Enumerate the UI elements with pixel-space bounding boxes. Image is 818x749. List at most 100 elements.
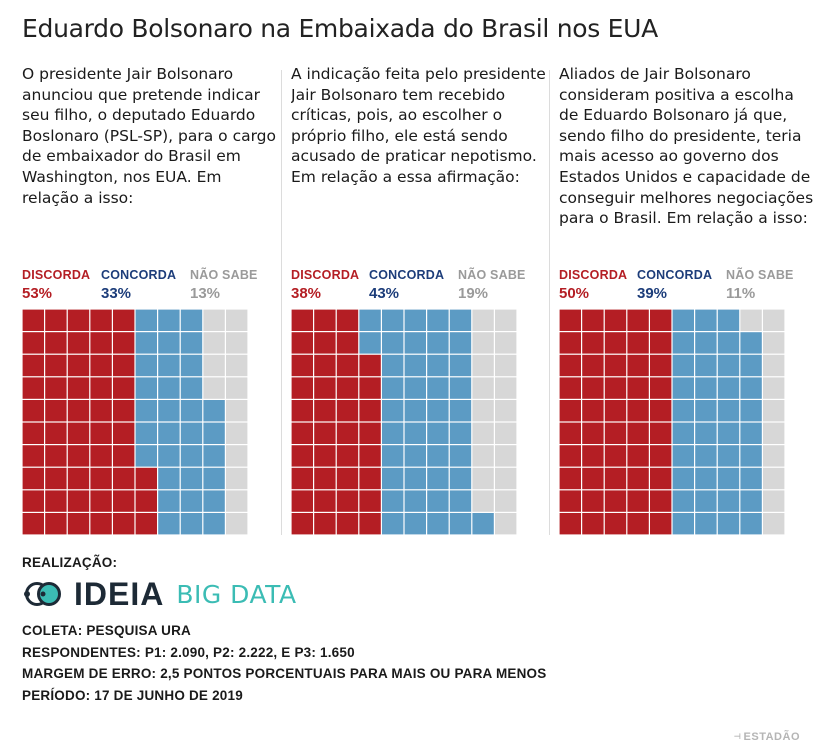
data-label: 50% <box>559 285 590 302</box>
cell-discorda <box>627 354 649 377</box>
cell-nao-sabe <box>472 490 494 512</box>
cell-nao-sabe <box>763 490 785 512</box>
cell-nao-sabe <box>472 377 494 399</box>
cell-concorda <box>135 445 157 467</box>
cell-nao-sabe <box>226 354 248 377</box>
data-label: 13% <box>190 285 221 302</box>
cell-discorda <box>314 354 336 377</box>
cell-discorda <box>604 354 627 377</box>
cell-discorda <box>336 445 359 467</box>
cell-discorda <box>113 354 135 377</box>
cell-discorda <box>45 445 67 467</box>
cell-discorda <box>604 490 627 512</box>
cell-discorda <box>90 377 112 399</box>
cell-concorda <box>672 445 694 467</box>
cell-concorda <box>158 377 180 399</box>
cell-discorda <box>627 467 649 490</box>
cell-discorda <box>627 332 649 354</box>
cell-discorda <box>22 377 44 399</box>
cell-concorda <box>404 445 426 467</box>
cell-nao-sabe <box>763 422 785 444</box>
cell-concorda <box>404 377 426 399</box>
legend-2: DISCORDA 38% CONCORDA 43% NÃO SABE 19% <box>291 268 549 308</box>
cell-nao-sabe <box>226 445 248 467</box>
cell-concorda <box>404 354 426 377</box>
cell-concorda <box>449 309 472 331</box>
cell-concorda <box>382 422 404 444</box>
cell-concorda <box>695 490 717 512</box>
cell-concorda <box>717 309 740 331</box>
cell-concorda <box>180 377 203 399</box>
cell-discorda <box>45 513 67 535</box>
cell-concorda <box>672 377 694 399</box>
cell-concorda <box>180 332 203 354</box>
cell-nao-sabe <box>740 309 762 331</box>
estadao-mark-icon: ⊣ <box>733 732 742 741</box>
cell-discorda <box>22 513 44 535</box>
cell-concorda <box>717 377 740 399</box>
cell-nao-sabe <box>763 377 785 399</box>
cell-concorda <box>672 467 694 490</box>
cell-concorda <box>449 377 472 399</box>
cell-discorda <box>559 445 581 467</box>
cell-discorda <box>135 490 157 512</box>
cell-nao-sabe <box>495 445 517 467</box>
logo-subtitle: BIG DATA <box>176 579 297 609</box>
cell-discorda <box>559 332 581 354</box>
cell-concorda <box>472 513 494 535</box>
cell-nao-sabe <box>203 332 225 354</box>
cell-discorda <box>627 445 649 467</box>
cell-discorda <box>45 422 67 444</box>
cell-discorda <box>67 467 90 490</box>
cell-discorda <box>45 490 67 512</box>
cell-discorda <box>90 467 112 490</box>
cell-discorda <box>336 400 359 422</box>
panel-1: O presidente Jair Bolsonaro anunciou que… <box>22 64 280 535</box>
chart-title: Eduardo Bolsonaro na Embaixada do Brasil… <box>22 14 658 43</box>
cell-concorda <box>203 445 225 467</box>
cell-discorda <box>314 309 336 331</box>
cell-nao-sabe <box>495 400 517 422</box>
cell-nao-sabe <box>472 309 494 331</box>
cell-concorda <box>203 422 225 444</box>
cell-concorda <box>404 309 426 331</box>
cell-discorda <box>113 445 135 467</box>
cell-discorda <box>22 400 44 422</box>
cell-concorda <box>135 400 157 422</box>
cell-discorda <box>291 400 313 422</box>
cell-concorda <box>180 400 203 422</box>
cell-discorda <box>559 400 581 422</box>
cell-concorda <box>404 513 426 535</box>
cell-discorda <box>582 467 604 490</box>
cell-discorda <box>113 467 135 490</box>
cell-concorda <box>427 309 449 331</box>
cell-concorda <box>203 467 225 490</box>
cell-concorda <box>717 513 740 535</box>
cell-discorda <box>604 422 627 444</box>
cell-discorda <box>650 513 672 535</box>
cell-nao-sabe <box>763 445 785 467</box>
cell-concorda <box>158 422 180 444</box>
cell-concorda <box>427 467 449 490</box>
cell-concorda <box>359 309 381 331</box>
ideia-logo-icon <box>24 582 61 606</box>
cell-concorda <box>158 467 180 490</box>
cell-concorda <box>427 400 449 422</box>
legend-label: DISCORDA <box>291 268 360 282</box>
cell-concorda <box>404 332 426 354</box>
cell-discorda <box>359 422 381 444</box>
cell-concorda <box>180 354 203 377</box>
footer: REALIZAÇÃO: IDEIA BIG DATA COLETA: PESQU… <box>22 555 802 706</box>
cell-discorda <box>113 332 135 354</box>
cell-discorda <box>650 377 672 399</box>
cell-discorda <box>627 490 649 512</box>
cell-discorda <box>22 467 44 490</box>
cell-discorda <box>45 467 67 490</box>
divider <box>549 70 550 535</box>
cell-concorda <box>158 309 180 331</box>
cell-discorda <box>90 400 112 422</box>
legend-concorda: CONCORDA 39% <box>637 268 712 302</box>
cell-nao-sabe <box>472 422 494 444</box>
cell-concorda <box>740 400 762 422</box>
cell-concorda <box>158 490 180 512</box>
